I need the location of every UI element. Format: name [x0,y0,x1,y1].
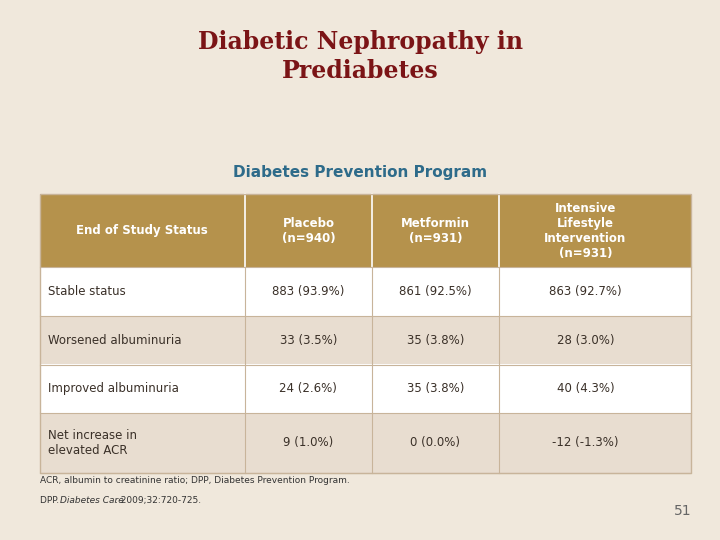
Text: 24 (2.6%): 24 (2.6%) [279,382,338,395]
Text: 861 (92.5%): 861 (92.5%) [399,285,472,298]
Text: ACR, albumin to creatinine ratio; DPP, Diabetes Prevention Program.: ACR, albumin to creatinine ratio; DPP, D… [40,476,349,485]
Text: 0 (0.0%): 0 (0.0%) [410,436,461,449]
Text: Stable status: Stable status [48,285,126,298]
Text: 863 (92.7%): 863 (92.7%) [549,285,621,298]
Bar [40,364,691,413]
Text: . 2009;32:720-725.: . 2009;32:720-725. [115,496,202,505]
Bar [40,267,691,316]
Bar [40,194,691,267]
Text: Placebo
(n=940): Placebo (n=940) [282,217,336,245]
Text: Net increase in
elevated ACR: Net increase in elevated ACR [48,429,138,457]
Text: 28 (3.0%): 28 (3.0%) [557,334,614,347]
Text: Diabetes Care: Diabetes Care [60,496,124,505]
Bar [40,194,691,472]
Bar [40,316,691,364]
Text: -12 (-1.3%): -12 (-1.3%) [552,436,618,449]
Text: Diabetes Prevention Program: Diabetes Prevention Program [233,165,487,180]
Text: 883 (93.9%): 883 (93.9%) [272,285,345,298]
Text: 40 (4.3%): 40 (4.3%) [557,382,614,395]
Text: Metformin
(n=931): Metformin (n=931) [401,217,470,245]
Text: Improved albuminuria: Improved albuminuria [48,382,179,395]
Text: 35 (3.8%): 35 (3.8%) [407,382,464,395]
Bar [40,413,691,472]
Text: 33 (3.5%): 33 (3.5%) [279,334,337,347]
Text: 35 (3.8%): 35 (3.8%) [407,334,464,347]
Text: End of Study Status: End of Study Status [76,224,208,238]
Text: Worsened albuminuria: Worsened albuminuria [48,334,181,347]
Text: DPP.: DPP. [40,496,65,505]
Text: 51: 51 [674,504,691,518]
Text: 9 (1.0%): 9 (1.0%) [283,436,333,449]
Text: Intensive
Lifestyle
Intervention
(n=931): Intensive Lifestyle Intervention (n=931) [544,202,626,260]
Text: Diabetic Nephropathy in
Prediabetes: Diabetic Nephropathy in Prediabetes [197,30,523,83]
